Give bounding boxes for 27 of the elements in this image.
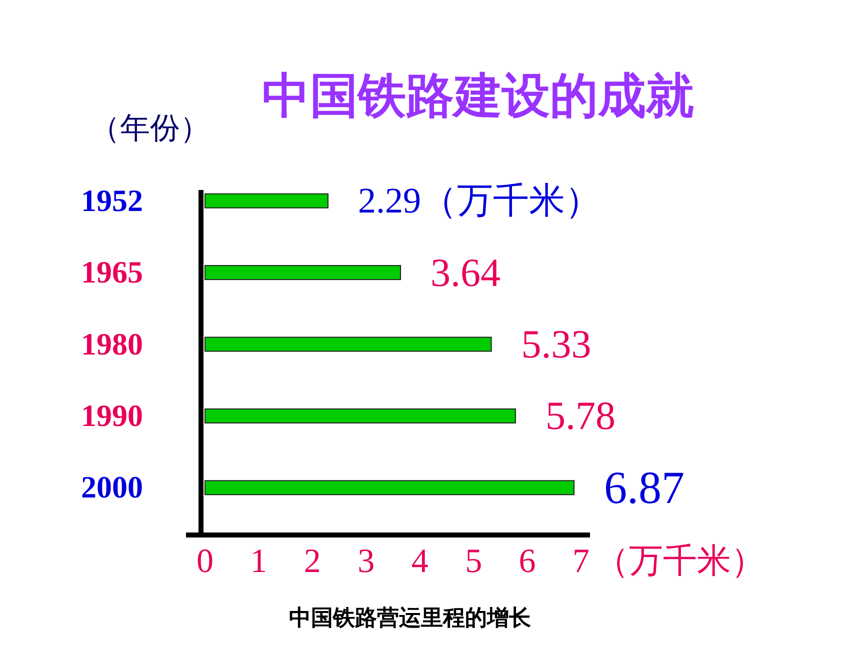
x-tick-label: 5 [465,543,482,580]
bar [204,480,575,496]
bar [204,336,492,352]
y-tick-label: 2000 [81,470,143,505]
y-tick-label: 1980 [81,326,143,362]
data-label: 6.87 [604,462,685,513]
y-tick-label: 1965 [81,254,143,290]
x-tick-label: 4 [411,543,428,580]
x-tick-label: 3 [358,543,375,580]
x-tick-label: 6 [518,543,536,580]
y-tick-label: 1952 [81,182,143,218]
data-label: 2.29（万千米） [358,180,602,221]
x-tick-label: 0 [196,543,214,580]
data-label: 5.78 [545,393,616,438]
x-tick-label: 2 [304,543,321,580]
bar [204,265,402,280]
text: 中国铁路营运里程的增长 [289,605,532,630]
x-tick-label: 7 [572,543,590,580]
bar [204,193,329,208]
data-label: 5.33 [521,321,592,366]
x-tick-label: 1 [250,543,268,580]
bar [204,408,516,424]
y-axis-title: （年份） [90,112,210,145]
chart-title: 中国铁路建设的成就 [262,70,694,123]
y-tick-label: 1990 [81,398,143,433]
x-axis-title: （万千米） [595,543,765,580]
data-label: 3.64 [430,250,501,295]
